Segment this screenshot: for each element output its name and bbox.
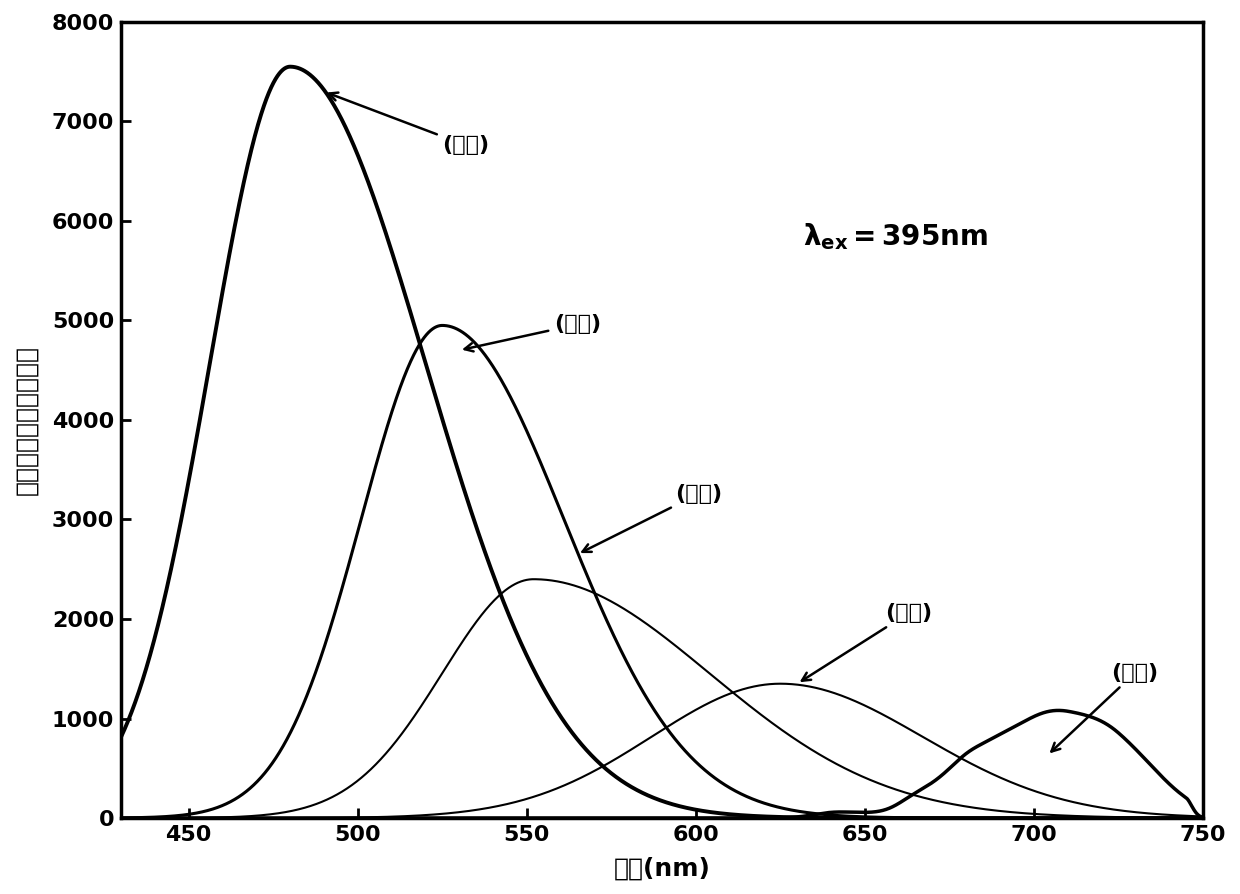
Text: (綠色): (綠色) — [465, 315, 601, 351]
Text: (綠色): (綠色) — [583, 484, 723, 552]
Text: (蓝色): (蓝色) — [329, 93, 490, 156]
X-axis label: 波长(nm): 波长(nm) — [614, 856, 711, 880]
Text: (橙色): (橙色) — [802, 603, 932, 680]
Text: $\mathbf{\lambda_{ex}}$$\mathbf{=395nm}$: $\mathbf{\lambda_{ex}}$$\mathbf{=395nm}$ — [802, 221, 987, 251]
Text: (红色): (红色) — [1052, 662, 1158, 752]
Y-axis label: 荧光强度（相对大小）: 荧光强度（相对大小） — [14, 345, 38, 495]
